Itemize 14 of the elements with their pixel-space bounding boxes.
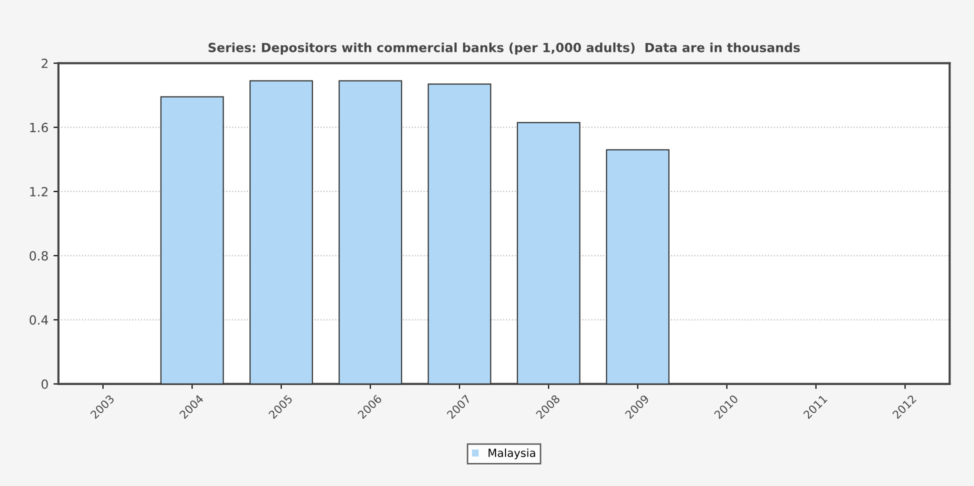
y-tick-label: 2 bbox=[42, 58, 48, 68]
bar bbox=[338, 80, 402, 384]
y-tick-label: 0.4 bbox=[30, 315, 48, 325]
bar bbox=[249, 80, 313, 384]
bar bbox=[516, 122, 580, 384]
bar bbox=[606, 149, 670, 384]
bar bbox=[160, 96, 224, 384]
chart-title: Series: Depositors with commercial banks (per 1,000 adults) Data are in thousands bbox=[208, 42, 800, 55]
bar bbox=[428, 83, 492, 384]
y-tick-label: 1.6 bbox=[30, 122, 48, 132]
y-tick-label: 0.8 bbox=[30, 251, 48, 261]
legend-label: Malaysia bbox=[488, 448, 536, 460]
y-tick-label: 1.2 bbox=[30, 186, 48, 196]
y-tick-label: 0 bbox=[42, 379, 48, 389]
